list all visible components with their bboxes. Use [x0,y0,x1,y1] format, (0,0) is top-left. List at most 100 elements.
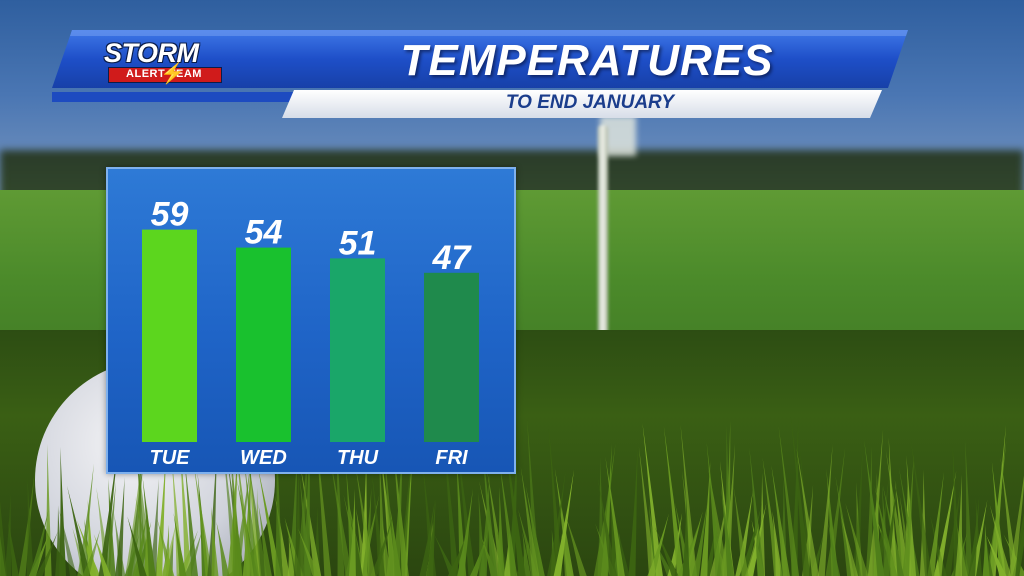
flag-pole [598,125,608,375]
category-label: TUE [150,447,191,469]
grass-blade [287,535,295,576]
grass-blade [628,446,638,576]
grass-blade [790,419,799,576]
grass-blade [371,472,386,576]
grass-blade [227,442,238,576]
grass-blade [852,446,863,576]
grass-blade [745,522,760,576]
lightning-bolt-icon: ⚡ [160,63,185,85]
grass-blade [348,488,356,576]
grass-blade [548,429,563,576]
grass-blade [499,460,518,576]
grass-blade [18,471,35,576]
category-label: THU [337,447,379,469]
grass-blade [115,477,125,576]
grass-blade [419,498,436,576]
grass-blade [520,466,540,576]
grass-blade [479,471,490,576]
grass-blade [605,456,625,576]
grass-blade [817,444,833,576]
grass-blade [165,535,174,576]
temperature-chart-panel: 59 TUE 54 WED 51 THU 47 FRI [106,167,516,474]
grass-blade [296,421,310,576]
grass-blade [426,498,436,576]
grass-blade [149,478,159,576]
grass-blade [134,449,142,576]
grass-blade [988,424,1007,576]
logo-team-text: ALERT TEAM [126,68,202,80]
grass-blade [927,471,944,576]
grass-blade [392,427,404,576]
grass-blade [347,497,366,576]
grass-blade [845,502,869,576]
grass-blade [720,482,733,576]
page-title: TEMPERATURES [400,36,774,85]
grass-blade [749,446,765,576]
grass-blade [297,528,320,576]
grass-blade [943,482,962,576]
category-label: FRI [435,447,468,469]
grass-blade [1012,528,1024,576]
grass-blade [667,512,683,576]
grass-blade [840,514,859,576]
grass-blade [93,534,111,576]
grass-blade [136,445,148,576]
grass-blade [142,476,156,576]
bar-wed [236,247,291,442]
grass-blade [257,465,282,576]
grass-blade [4,492,12,576]
grass-blade [597,476,617,576]
grass-blade [302,422,310,576]
grass-blade [497,486,505,576]
grass-blade [828,522,841,576]
grass-blade [434,534,457,576]
grass-blade [400,453,413,576]
grass-blade [258,503,272,576]
grass-blade [232,508,240,576]
grass-blade [82,528,101,576]
bar-value-label: 47 [432,239,473,277]
grass-blade [704,522,717,576]
grass-blade [171,455,184,576]
grass-blade [968,496,980,576]
grass-blade [910,439,933,576]
grass-blade [790,417,811,576]
grass-blade [7,520,19,576]
bar-thu [330,258,385,442]
grass-blade [26,476,34,576]
grass-blade [354,462,376,576]
page-subtitle: TO END JANUARY [505,92,675,113]
grass-blade [76,519,101,576]
grass-blade [638,446,656,576]
grass-blade [155,451,167,576]
grass-blade [733,486,749,576]
temperature-bar-chart: 59 TUE 54 WED 51 THU 47 FRI [142,196,479,469]
grass-blade [796,447,819,576]
grass-blade [127,516,147,576]
grass-blade [299,477,312,576]
grass-blade [955,474,963,576]
grass-blade [989,504,1012,576]
category-label: WED [240,447,287,469]
grass-blade [77,463,94,576]
grass-blade [211,506,219,576]
grass-blade [383,440,397,576]
logo-red-bar [108,67,222,83]
grass-blade [243,458,260,576]
grass-blade [102,481,117,576]
grass-blade [478,492,486,576]
grass-blade [44,443,52,576]
grass-blade [0,500,8,576]
grass-blade [692,503,708,576]
storm-alert-team-logo: STORM ALERT TEAM ⚡ [100,38,226,96]
grass-blade [720,483,735,576]
grass-blade [965,439,973,576]
grass-blade [554,467,574,576]
grass-blade [600,444,612,576]
grass-blade [389,506,402,576]
grass-blade [59,447,67,576]
header-banner [52,30,908,118]
grass-blade [706,442,723,576]
grass-blade [232,460,251,576]
grass-blade [216,521,230,576]
